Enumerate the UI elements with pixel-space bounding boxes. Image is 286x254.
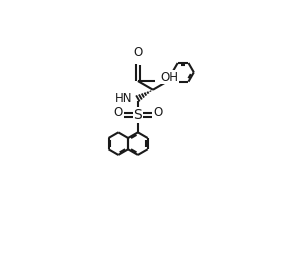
Text: HN: HN bbox=[115, 92, 132, 105]
Text: O: O bbox=[133, 46, 142, 59]
Text: S: S bbox=[134, 108, 142, 122]
Text: OH: OH bbox=[161, 71, 179, 84]
Text: O: O bbox=[153, 106, 162, 119]
Text: O: O bbox=[114, 106, 123, 119]
